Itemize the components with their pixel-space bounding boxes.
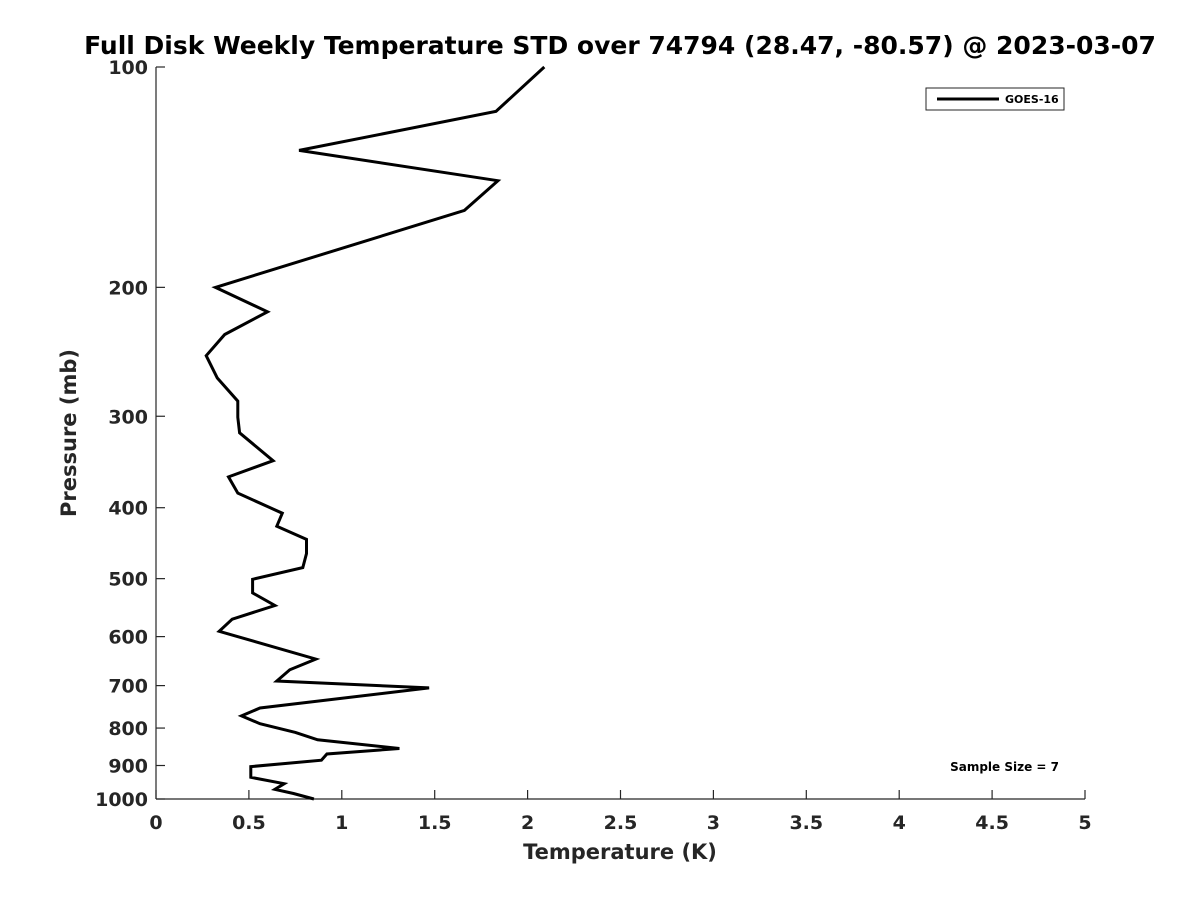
x-tick-label: 4 xyxy=(893,812,906,834)
y-tick-label: 600 xyxy=(108,627,148,649)
x-tick-label: 0.5 xyxy=(232,812,266,834)
x-tick-label: 1 xyxy=(335,812,348,834)
y-tick-label: 300 xyxy=(108,406,148,428)
y-tick-label: 900 xyxy=(108,756,148,778)
x-tick-label: 1.5 xyxy=(418,812,452,834)
y-tick-label: 1000 xyxy=(95,789,148,811)
sample-size-annotation: Sample Size = 7 xyxy=(950,760,1059,774)
legend-label: GOES-16 xyxy=(1005,93,1059,106)
x-tick-label: 4.5 xyxy=(975,812,1009,834)
y-tick-label: 100 xyxy=(108,57,148,79)
x-ticks: 0 0.5 1 1.5 2 2.5 3 3.5 4 4.5 5 xyxy=(149,790,1092,834)
x-tick-label: 3 xyxy=(707,812,720,834)
y-tick-label: 500 xyxy=(108,569,148,591)
series-line-goes16 xyxy=(204,65,546,801)
x-axis-label: Temperature (K) xyxy=(523,840,717,864)
y-axis-label: Pressure (mb) xyxy=(57,349,81,517)
x-tick-label: 5 xyxy=(1078,812,1091,834)
legend: GOES-16 xyxy=(925,87,1065,111)
y-ticks: 100 200 300 400 500 600 700 800 900 1000 xyxy=(95,57,165,811)
y-tick-label: 700 xyxy=(108,676,148,698)
plot-area: 0 0.5 1 1.5 2 2.5 3 3.5 4 4.5 5 100 200 300 400 500 600… xyxy=(95,57,1092,834)
y-tick-label: 200 xyxy=(108,277,148,299)
y-tick-label: 400 xyxy=(108,498,148,520)
x-tick-label: 3.5 xyxy=(789,812,823,834)
x-tick-label: 0 xyxy=(149,812,162,834)
x-tick-label: 2 xyxy=(521,812,534,834)
x-tick-label: 2.5 xyxy=(604,812,638,834)
chart-title: Full Disk Weekly Temperature STD over 74… xyxy=(84,31,1156,60)
y-tick-label: 800 xyxy=(108,718,148,740)
